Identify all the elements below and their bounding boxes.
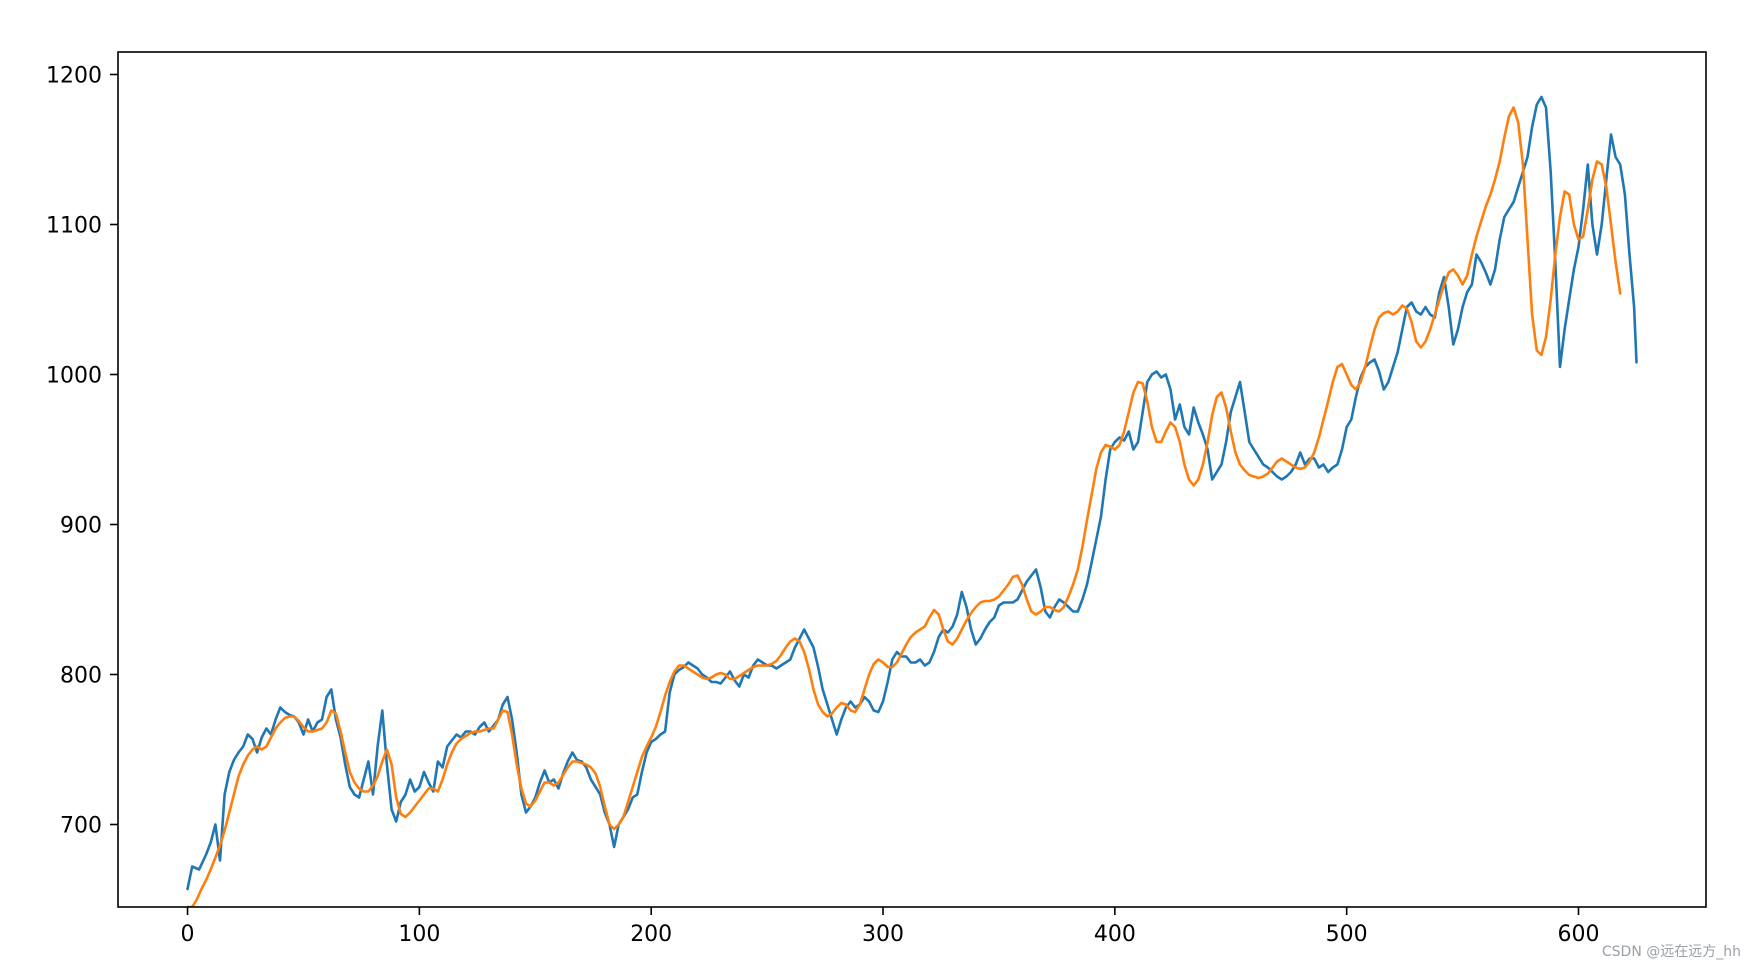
- y-tick-label: 1100: [46, 214, 102, 239]
- y-tick-label: 1200: [46, 64, 102, 89]
- x-tick-label: 500: [1326, 922, 1368, 947]
- series-layer: [186, 95, 1638, 907]
- series-line-2: [186, 106, 1622, 907]
- x-tick-label: 300: [862, 922, 904, 947]
- x-tick-label: 0: [181, 922, 195, 947]
- y-tick-label: 1000: [46, 364, 102, 389]
- y-tick-label: 700: [60, 814, 102, 839]
- axes-frame: [117, 51, 1707, 908]
- y-tick-label: 900: [60, 514, 102, 539]
- watermark: CSDN @远在远方_hh: [1601, 944, 1741, 960]
- axes-layer: 0 100 200 300 400 500 600 700 800 900 1000 1100 1200: [46, 51, 1707, 947]
- x-tick-label: 600: [1557, 922, 1599, 947]
- y-tick-label: 800: [60, 664, 102, 689]
- x-tick-label: 100: [398, 922, 440, 947]
- series-line-1: [186, 95, 1638, 891]
- x-tick-label: 200: [630, 922, 672, 947]
- x-tick-label: 400: [1094, 922, 1136, 947]
